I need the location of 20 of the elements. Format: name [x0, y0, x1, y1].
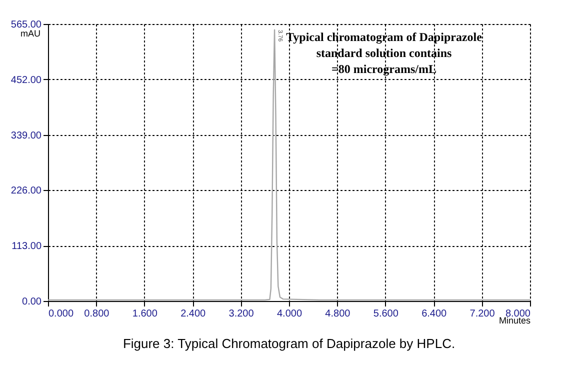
- x-tick-label: 6.400: [422, 308, 448, 320]
- y-tick-label: 0.00: [22, 296, 42, 308]
- x-tick-label: 4.000: [276, 308, 302, 320]
- x-tick-label: 1.600: [132, 308, 158, 320]
- y-axis-title: mAU: [20, 28, 40, 38]
- y-tick-label: 339.00: [10, 130, 42, 142]
- y-tick-label: 452.00: [10, 74, 42, 86]
- annotation: Typical chromatogram of Dapiprazole standard solution contains =80 micrograms/mL: [286, 30, 483, 76]
- x-tick-label: 0.800: [84, 308, 110, 320]
- x-tick-label: 0.000: [48, 308, 74, 320]
- y-tick-label: 565.00: [10, 20, 42, 30]
- x-axis-title: Minutes: [498, 316, 531, 326]
- x-tick-label: 4.800: [325, 308, 351, 320]
- x-tick-label: 3.200: [228, 308, 254, 320]
- y-tick-label: 226.00: [10, 186, 42, 197]
- x-tick-label: 2.400: [180, 308, 206, 320]
- x-tick-label: 7.200: [470, 308, 496, 320]
- y-tick-label: 113.00: [12, 241, 42, 252]
- x-tick-label: 5.600: [373, 308, 399, 320]
- caption: Figure 3: Typical Chromatogram of Dapiprazole by HPLC.: [122, 336, 456, 351]
